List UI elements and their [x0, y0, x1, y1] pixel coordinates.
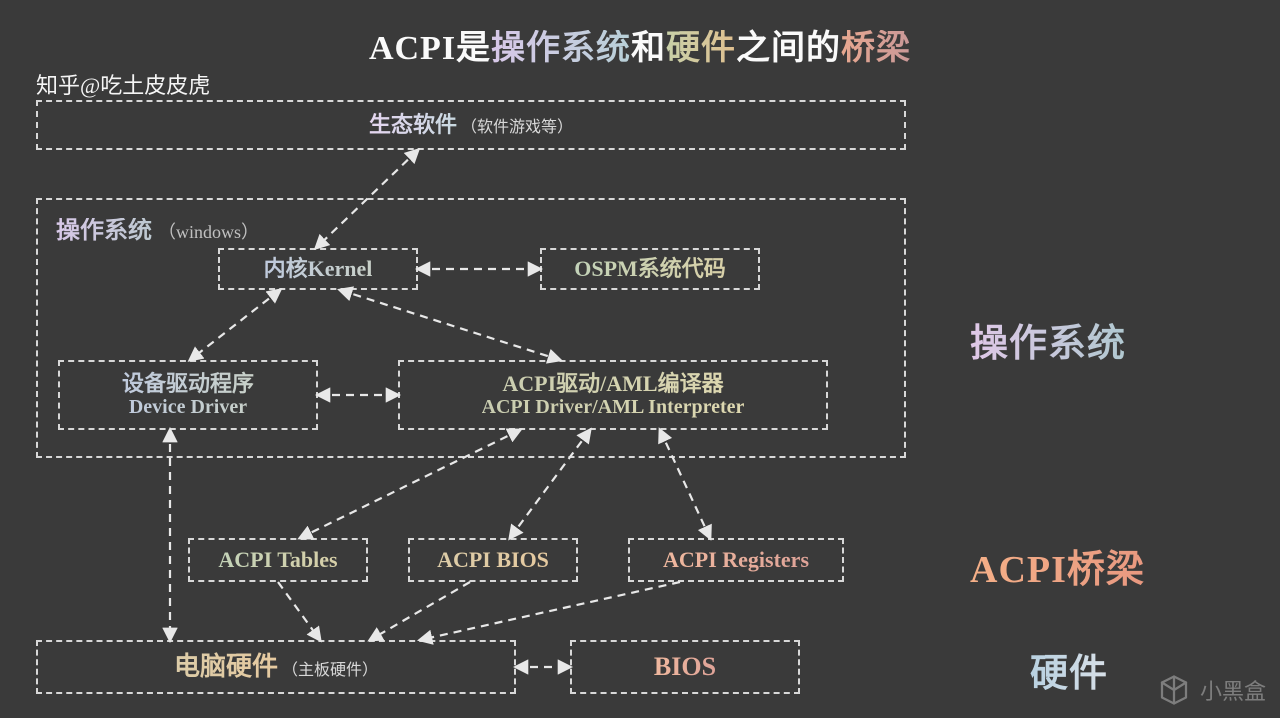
edge-tables-hw — [278, 582, 320, 640]
node-acpi-driver: ACPI驱动/AML编译器 ACPI Driver/AML Interprete… — [398, 360, 828, 430]
side-label-acpi: ACPI桥梁 — [970, 538, 1145, 593]
page-title: ACPI是操作系统和硬件之间的桥梁 — [0, 20, 1280, 69]
title-seg-6: 桥梁 — [841, 30, 911, 67]
node-device-driver: 设备驱动程序 Device Driver — [58, 360, 318, 430]
node-eco-sub: （软件游戏等） — [461, 119, 573, 136]
title-seg-4: 硬件 — [666, 30, 736, 67]
node-kernel: 内核Kernel — [218, 248, 418, 290]
node-hardware: 电脑硬件 （主板硬件） — [36, 640, 516, 694]
side-label-hw: 硬件 — [1030, 642, 1108, 697]
watermark: 小黑盒 — [1156, 672, 1266, 708]
node-eco-software: 生态软件 （软件游戏等） — [36, 100, 906, 150]
node-ospm: OSPM系统代码 — [540, 248, 760, 290]
node-kernel-label: 内核Kernel — [264, 256, 373, 281]
node-driver-line1: 设备驱动程序 — [122, 371, 254, 396]
watermark-text: 小黑盒 — [1200, 674, 1266, 706]
node-tables-label: ACPI Tables — [218, 547, 337, 572]
node-bios-label: BIOS — [654, 652, 716, 681]
node-eco-label: 生态软件 — [369, 112, 457, 137]
author-credit: 知乎@吃土皮皮虎 — [36, 68, 210, 100]
node-abios-label: ACPI BIOS — [437, 547, 549, 572]
node-driver-line2: Device Driver — [122, 396, 254, 419]
title-seg-2: 操作系统 — [491, 30, 631, 67]
node-hw-sub: （主板硬件） — [282, 662, 378, 679]
node-acpidrv-line1: ACPI驱动/AML编译器 — [482, 371, 745, 396]
node-regs-label: ACPI Registers — [663, 547, 809, 572]
title-seg-3: 和 — [631, 30, 666, 67]
node-hw-label: 电脑硬件 — [174, 652, 278, 681]
node-acpi-tables: ACPI Tables — [188, 538, 368, 582]
node-bios: BIOS — [570, 640, 800, 694]
node-acpi-registers: ACPI Registers — [628, 538, 844, 582]
os-container-title-paren: （windows） — [158, 222, 259, 242]
edge-abios-hw — [370, 582, 470, 640]
node-ospm-label: OSPM系统代码 — [574, 256, 726, 281]
title-seg-5: 之间的 — [736, 30, 841, 67]
os-container-title-main: 操作系统 — [56, 218, 152, 244]
heybox-icon — [1156, 672, 1192, 708]
os-container-title: 操作系统 （windows） — [56, 210, 259, 245]
side-label-os: 操作系统 — [970, 312, 1126, 367]
node-acpidrv-line2: ACPI Driver/AML Interpreter — [482, 396, 745, 419]
diagram-stage: { "canvas": { "width": 1280, "height": 7… — [0, 0, 1280, 718]
title-seg-1: ACPI是 — [369, 30, 491, 67]
edge-regs-hw — [420, 582, 680, 640]
node-acpi-bios: ACPI BIOS — [408, 538, 578, 582]
